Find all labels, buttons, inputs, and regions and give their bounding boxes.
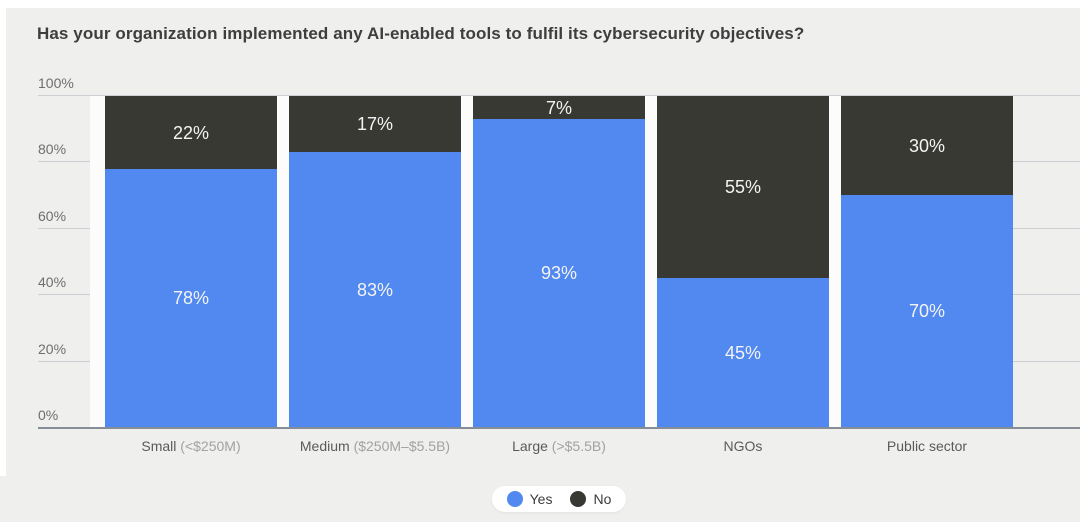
x-axis-label-public-sector: Public sector [841, 438, 1013, 454]
category-label: Small [141, 438, 177, 454]
bar-segment-no-ngos: 55% [657, 96, 829, 278]
bar-large: 7% 93% [473, 96, 645, 427]
legend-item-yes: Yes [506, 491, 553, 507]
legend-label-no: No [593, 491, 612, 507]
bar-value-label-no-medium: 17% [356, 114, 394, 134]
bar-segment-no-public-sector: 30% [841, 96, 1013, 195]
bar-segment-no-small: 22% [105, 96, 277, 169]
bar-public-sector: 30% 70% [841, 96, 1013, 427]
legend-dot-yes [506, 491, 523, 507]
y-axis-tick-100: 100% [38, 75, 74, 91]
category-label: Public sector [886, 438, 968, 454]
bar-ngos: 55% 45% [657, 96, 829, 427]
bar-value-label-no-ngos: 55% [724, 177, 762, 197]
bar-small: 22% 78% [105, 96, 277, 427]
bar-segment-yes-large: 93% [473, 119, 645, 427]
chart-title: Has your organization implemented any AI… [37, 24, 805, 43]
gridline-100 [38, 95, 1080, 96]
bar-medium: 17% 83% [289, 96, 461, 427]
bar-value-label-yes-medium: 83% [356, 279, 394, 300]
bar-segment-no-medium: 17% [289, 96, 461, 152]
bar-value-label-yes-public-sector: 70% [908, 301, 946, 321]
bar-value-label-no-large: 7% [545, 97, 572, 118]
x-axis-label-large: Large (>$5.5B) [473, 438, 645, 454]
left-margin-strip [0, 0, 6, 476]
legend-label-yes: Yes [529, 491, 553, 507]
x-axis-label-small: Small (<$250M) [105, 438, 277, 454]
category-sub-label: (>$5.5B) [547, 438, 606, 454]
bar-segment-yes-ngos: 45% [657, 278, 829, 427]
y-axis-tick-80: 80% [38, 141, 67, 158]
category-label: NGOs [723, 438, 763, 454]
legend: Yes No [491, 486, 627, 512]
bar-segment-yes-medium: 83% [289, 152, 461, 427]
x-axis-label-ngos: NGOs [657, 438, 829, 454]
y-axis-tick-0: 0% [38, 407, 59, 423]
legend-row: Yes No [38, 486, 1080, 512]
category-label: Medium [299, 438, 350, 454]
y-axis-tick-40: 40% [38, 274, 67, 291]
bar-value-label-no-public-sector: 30% [908, 135, 946, 156]
bar-value-label-yes-small: 78% [172, 288, 210, 308]
category-sub-label: (<$250M) [176, 438, 241, 454]
category-sub-label: ($250M–$5.5B) [349, 438, 451, 454]
bar-value-label-yes-large: 93% [540, 263, 578, 283]
category-label: Large [512, 438, 548, 454]
x-axis-label-medium: Medium ($250M–$5.5B) [289, 438, 461, 454]
x-axis-line [38, 427, 1080, 429]
top-margin-strip [0, 0, 1080, 8]
y-axis-tick-20: 20% [38, 340, 67, 357]
bar-segment-yes-public-sector: 70% [841, 195, 1013, 427]
legend-item-no: No [570, 491, 611, 507]
bar-segment-no-large: 7% [473, 96, 645, 119]
y-axis-tick-60: 60% [38, 207, 67, 224]
bar-segment-yes-small: 78% [105, 169, 277, 427]
bar-value-label-no-small: 22% [172, 122, 210, 143]
legend-dot-no [570, 491, 587, 507]
bar-value-label-yes-ngos: 45% [724, 342, 762, 363]
